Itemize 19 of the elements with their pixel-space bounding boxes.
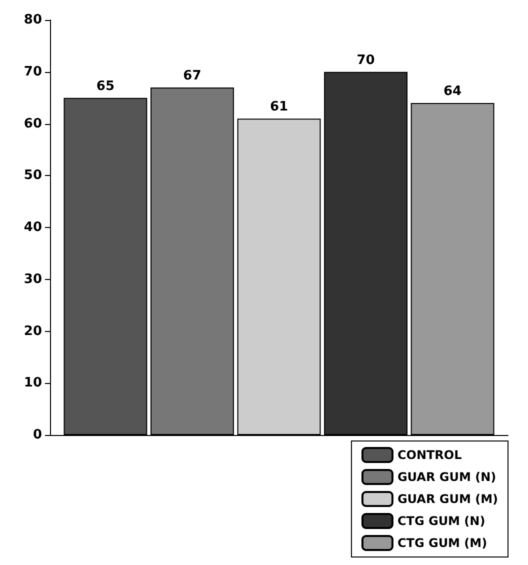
y-tick-label: 40 bbox=[24, 220, 42, 235]
legend-label: GUAR GUM (M) bbox=[397, 492, 498, 506]
y-tick-label: 70 bbox=[24, 64, 42, 80]
y-tick-label: 60 bbox=[24, 116, 42, 132]
legend-label: CTG GUM (M) bbox=[397, 536, 488, 550]
y-tick-label: 20 bbox=[24, 324, 42, 339]
legend-label: CONTROL bbox=[397, 448, 462, 462]
data-label: 65 bbox=[96, 78, 115, 94]
data-label: 64 bbox=[443, 84, 462, 99]
y-tick-label: 80 bbox=[24, 12, 42, 28]
data-label: 67 bbox=[183, 68, 202, 84]
y-tick-label: 30 bbox=[24, 272, 42, 287]
y-tick-label: 50 bbox=[24, 168, 42, 184]
data-label: 61 bbox=[270, 100, 288, 115]
y-tick-label: 0 bbox=[32, 428, 42, 442]
legend-label: CTG GUM (N) bbox=[397, 514, 486, 528]
data-label: 70 bbox=[356, 52, 375, 68]
y-tick-label: 10 bbox=[24, 376, 42, 391]
legend-label: GUAR GUM (N) bbox=[397, 470, 496, 484]
